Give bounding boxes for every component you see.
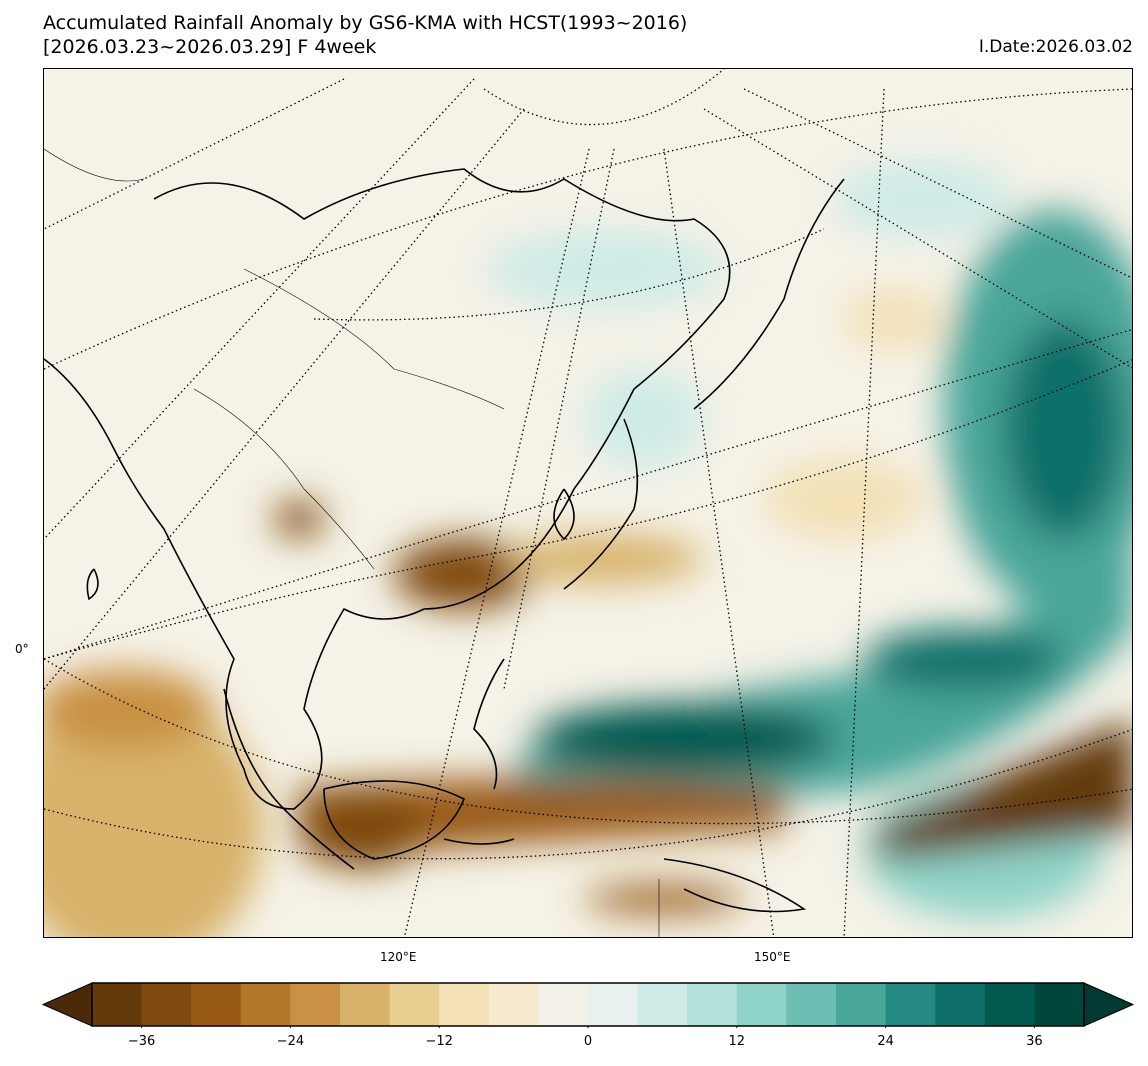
colorbar-bin (538, 983, 589, 1026)
init-date: I.Date:2026.03.02 (978, 37, 1133, 57)
colorbar-bin (836, 983, 887, 1026)
colorbar-bin (687, 983, 738, 1026)
colorbar-bin (488, 983, 539, 1026)
colorbar-bin (389, 983, 440, 1026)
colorbar-bin (240, 983, 291, 1026)
colorbar-tick-label: 24 (877, 1034, 894, 1049)
map-field (44, 69, 1132, 937)
colorbar-bin (290, 983, 341, 1026)
colorbar-bin (935, 983, 986, 1026)
colorbar-bin (92, 983, 143, 1026)
coastlines (44, 168, 845, 913)
graticule (44, 69, 1132, 937)
colorbar-bin (736, 983, 787, 1026)
colorbar (42, 982, 1134, 1028)
colorbar-bin (191, 983, 242, 1026)
colorbar-extend-high (1083, 982, 1134, 1027)
colorbar-bin (637, 983, 688, 1026)
lon-label-150e: 150°E (754, 950, 791, 964)
colorbar-bin (340, 983, 391, 1026)
lat-label-0: 0° (15, 642, 29, 656)
chart-subtitle: [2026.03.23~2026.03.29] F 4week (43, 36, 377, 58)
colorbar-bin (439, 983, 490, 1026)
colorbar-bin (885, 983, 936, 1026)
colorbar-tick-label: −36 (127, 1034, 156, 1049)
colorbar-extend-low (42, 982, 93, 1027)
chart-title: Accumulated Rainfall Anomaly by GS6-KMA … (43, 12, 688, 34)
colorbar-bin (984, 983, 1035, 1026)
anomaly-fill (44, 129, 1132, 937)
lon-label-120e: 120°E (380, 950, 417, 964)
colorbar-tick-label: 12 (728, 1034, 746, 1049)
colorbar-tick-label: 36 (1026, 1034, 1043, 1049)
colorbar-tick-label: −12 (425, 1034, 453, 1049)
colorbar-tick-label: −24 (276, 1034, 305, 1049)
colorbar-bin (141, 983, 192, 1026)
borders (44, 148, 660, 937)
colorbar-bin (786, 983, 837, 1026)
colorbar-bin (1034, 983, 1085, 1026)
rainfall-anomaly-map (43, 68, 1133, 938)
colorbar-tick-label: 0 (583, 1034, 593, 1049)
colorbar-bin (588, 983, 639, 1026)
